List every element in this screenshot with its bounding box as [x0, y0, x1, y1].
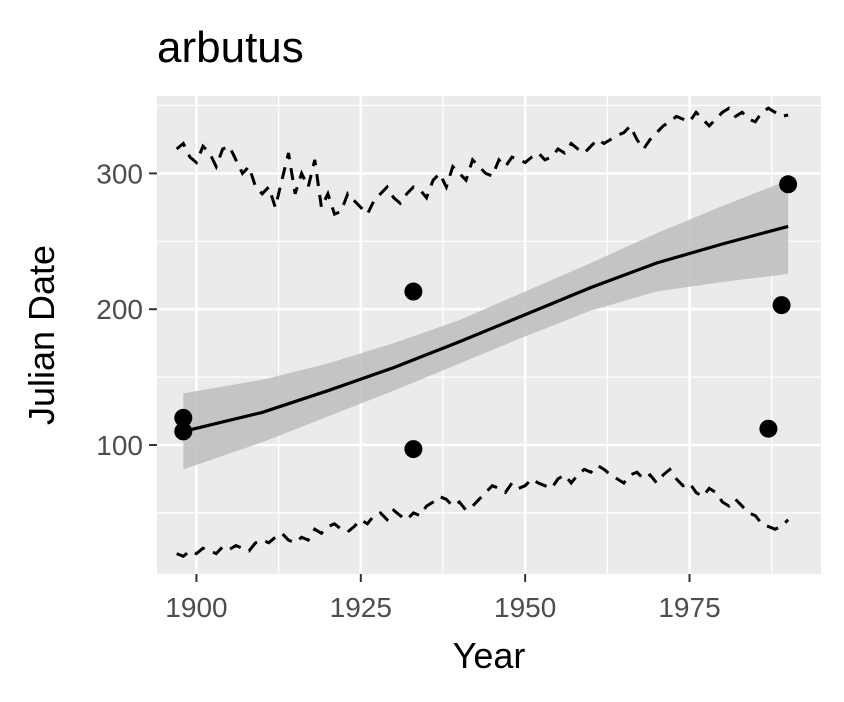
- upper-bound-line: [175, 106, 789, 217]
- confidence-band-layer: [183, 180, 789, 470]
- confidence-band: [183, 180, 789, 470]
- y-tick-label: 100: [96, 430, 143, 461]
- bound-lines-layer: [175, 106, 790, 559]
- y-tick-label: 200: [96, 294, 143, 325]
- x-tick-label: 1950: [494, 592, 556, 623]
- x-axis-title: Year: [453, 635, 526, 676]
- chart-title: arbutus: [157, 23, 304, 72]
- x-tick-label: 1975: [658, 592, 720, 623]
- data-point: [772, 296, 791, 315]
- smooth-line: [182, 224, 789, 433]
- data-point: [404, 440, 423, 459]
- data-point: [404, 282, 423, 301]
- data-point: [174, 408, 193, 427]
- smooth-line-layer: [182, 224, 789, 433]
- points-layer: [174, 175, 798, 459]
- data-point: [759, 419, 778, 438]
- x-tick-label: 1900: [165, 592, 227, 623]
- data-point: [779, 175, 798, 194]
- y-axis-title: Julian Date: [21, 245, 62, 425]
- x-tick-label: 1925: [330, 592, 392, 623]
- data-point: [174, 422, 193, 441]
- y-axis: 100 200 300: [96, 158, 157, 461]
- x-axis: 1900 1925 1950 1975: [165, 574, 721, 623]
- y-tick-label: 300: [96, 158, 143, 189]
